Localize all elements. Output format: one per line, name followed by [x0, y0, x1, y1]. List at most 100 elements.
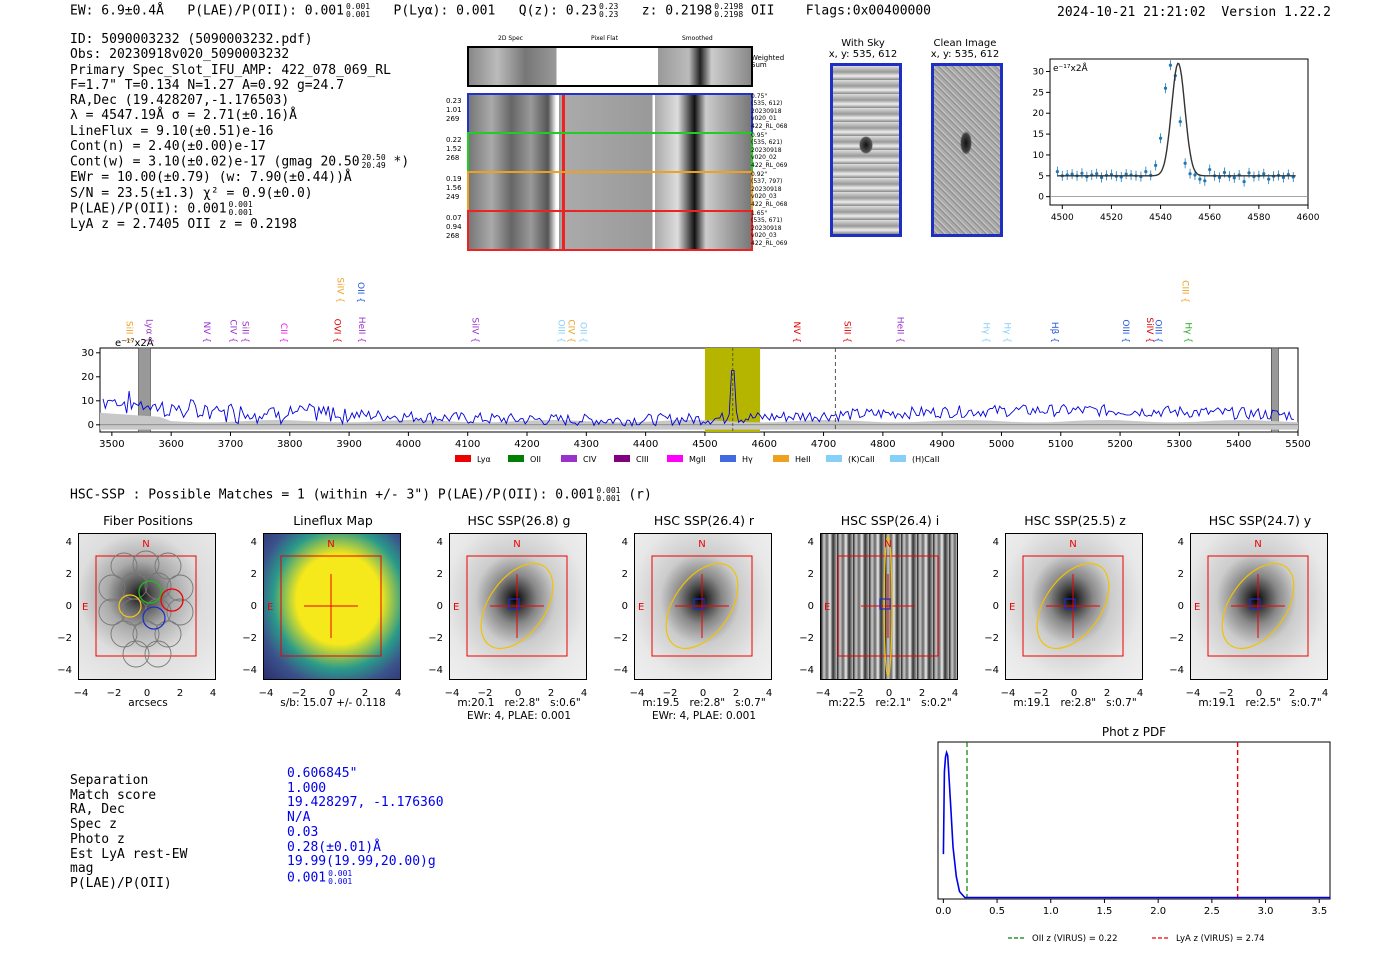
- fit-y-tick-label: 25: [1033, 88, 1044, 98]
- hsc-y-tick: 2: [1178, 569, 1184, 580]
- cutout-meta: 422_RL_068: [751, 200, 788, 208]
- hsc-y-tick: −2: [613, 633, 628, 644]
- weighted-sum-cutout: [467, 46, 753, 87]
- hsc-y-tick: −4: [799, 665, 814, 676]
- fit-data-point: [1247, 171, 1251, 175]
- fit-y-tick-label: 5: [1038, 172, 1044, 182]
- hsc-north-label: N: [142, 539, 149, 550]
- match-label: Match score: [70, 787, 157, 803]
- hsc-y-tick: −4: [1169, 665, 1184, 676]
- hsc-aperture-ellipse: [1036, 562, 1110, 650]
- hsc-x-tick: −4: [74, 688, 89, 699]
- phot-z-pdf-chart: Phot z PDF 0.0 0.5 1.0 1.5 2.0 2.5 3.0 3.5 OII z …: [935, 725, 1331, 944]
- hsc-aperture-ellipse: [480, 562, 554, 650]
- fit-data-point: [1193, 173, 1197, 177]
- hsc-overlay: N E 4 2 0 −2 −4 −4 −2 0 2 4: [57, 537, 216, 699]
- hsc-x-tick: 4: [952, 688, 958, 699]
- col-title-2d: 2D Spec: [498, 35, 523, 42]
- spectrum-x-tick-label: 5100: [1048, 439, 1073, 450]
- spectrum-line-marker: CIII {: [1179, 280, 1189, 303]
- cutout-row-values: 0.07 0.94 268: [446, 214, 468, 241]
- fit-data-point: [1095, 172, 1099, 176]
- hsc-x-tick: −2: [1219, 688, 1234, 699]
- cutout-meta: 20230918: [751, 224, 782, 232]
- hsc-caption: m:20.1 re:2.8" s:0.6": [457, 697, 581, 709]
- hsc-x-tick: −4: [259, 688, 274, 699]
- hsc-overlay: N E 4 2 0 −2 −4 −4 −2 0 2 4: [242, 537, 401, 699]
- header-datetime: 2024-10-21 21:21:02: [1057, 5, 1206, 20]
- hsc-x-tick: 2: [177, 688, 183, 699]
- fit-unit-label: e⁻¹⁷x2Å: [1053, 62, 1089, 74]
- spectrum-legend-swatch: [614, 455, 630, 462]
- fiber-circle: [144, 640, 172, 668]
- cutout-meta: v020_03: [751, 232, 777, 240]
- spectrum-legend-swatch: [773, 455, 789, 462]
- line-fit-chart: 4500 4520 4540 4560 4580 4600 0 5 10 15 20 25 30 e⁻¹⁷…: [1033, 58, 1320, 223]
- fit-data-point: [1232, 176, 1236, 180]
- fit-data-point: [1100, 175, 1104, 180]
- fiber-highlight: [142, 606, 166, 630]
- hsc-x-tick: 4: [766, 688, 772, 699]
- spectrum-x-tick-label: 4600: [752, 439, 777, 450]
- fit-data-point: [1183, 161, 1187, 165]
- fit-x-tick-label: 4580: [1247, 213, 1270, 223]
- info-plae-sub: 0.001: [228, 207, 253, 217]
- spectrum-line-marker: Hγ {: [1182, 322, 1192, 343]
- header-qz-sub: 0.23: [599, 10, 619, 19]
- fit-plot-frame: [1049, 58, 1309, 206]
- with-sky-image: [830, 63, 902, 237]
- hsc-aperture-ellipse: [883, 535, 893, 677]
- spectrum-x-tick-label: 4800: [870, 439, 895, 450]
- fit-x-tick-label: 4560: [1198, 213, 1221, 223]
- hsc-aperture-box: [95, 555, 197, 657]
- info-cont-w-end: *): [393, 154, 410, 170]
- match-label: P(LAE)/P(OII): [70, 875, 172, 891]
- info-cont-n: Cont(n) = 2.40(±0.00)e-17: [70, 139, 266, 155]
- spectrum-line-marker: OIII {: [1153, 319, 1163, 343]
- header-plya: P(Lyα): 0.001: [393, 3, 496, 19]
- cutout-row: [467, 171, 753, 212]
- fiber-highlight: [138, 580, 162, 604]
- hsc-x-tick: 4: [581, 688, 587, 699]
- header-version: Version 1.22.2: [1221, 5, 1331, 20]
- hsc-north-label: N: [1069, 539, 1076, 550]
- spectrum-legend-item: Lyα: [455, 455, 491, 464]
- cutout-row-values: 0.23 1.01 269: [446, 97, 468, 124]
- spectrum-line-marker: SiII {: [124, 321, 134, 343]
- spectrum-legend-item: (H)CaII: [890, 455, 939, 464]
- spectrum-masked-region: [138, 347, 151, 433]
- hsc-north-label: N: [327, 539, 334, 550]
- fit-model-curve: [1057, 62, 1296, 177]
- hsc-panel: HSC SSP(25.5) z N E 4 2 0 −2 −4 −4 −2 0 2 4 m:19.1 re…: [984, 513, 1155, 728]
- fiber-circle: [166, 598, 194, 626]
- hsc-source-marker: [1064, 598, 1076, 610]
- hsc-y-tick: −2: [799, 633, 814, 644]
- match-label: Spec z: [70, 817, 117, 833]
- hsc-aperture-box: [280, 555, 382, 657]
- info-id: ID: 5090003232 (5090003232.pdf): [70, 32, 313, 47]
- spectrum-line-marker: OVI {: [331, 319, 341, 343]
- cutout-meta: 422_RL_068: [751, 122, 788, 130]
- hsc-panel: HSC SSP(26.4) i N E 4 2 0 −2 −4 −4 −2 0 2 4 m:22.5 re…: [799, 513, 970, 728]
- spectrum-line-marker: SiIV {: [1144, 317, 1154, 343]
- spectrum-x-tick-label: 5300: [1167, 439, 1192, 450]
- fiber-circle: [154, 620, 182, 648]
- pdf-x-tick-label: 3.0: [1258, 906, 1274, 917]
- clean-xy: x, y: 535, 612: [930, 49, 1000, 60]
- cutout-meta: 0.75": [751, 93, 768, 100]
- hsc-caption-2: EWr: 4, PLAE: 0.001: [466, 710, 572, 722]
- spectrum-flux-line: [102, 370, 1294, 428]
- hsc-y-tick: −4: [57, 665, 72, 676]
- hsc-header-sub: 0.001: [596, 494, 621, 503]
- hsc-caption: m:19.1 re:2.8" s:0.7": [1013, 697, 1137, 709]
- pdf-title: Phot z PDF: [1102, 725, 1166, 739]
- fit-data-point: [1070, 172, 1074, 176]
- hsc-x-tick: −2: [663, 688, 678, 699]
- spectrum-legend-label: (H)CaII: [912, 455, 939, 464]
- hsc-y-tick: 4: [622, 537, 628, 548]
- hsc-north-label: N: [513, 539, 520, 550]
- hsc-x-tick: −4: [630, 688, 645, 699]
- info-primary-spec: Primary Spec_Slot_IFU_AMP: 422_078_069_R…: [70, 62, 391, 78]
- spectrum-y-tick-label: 30: [81, 348, 94, 359]
- hsc-x-tick: 2: [919, 688, 925, 699]
